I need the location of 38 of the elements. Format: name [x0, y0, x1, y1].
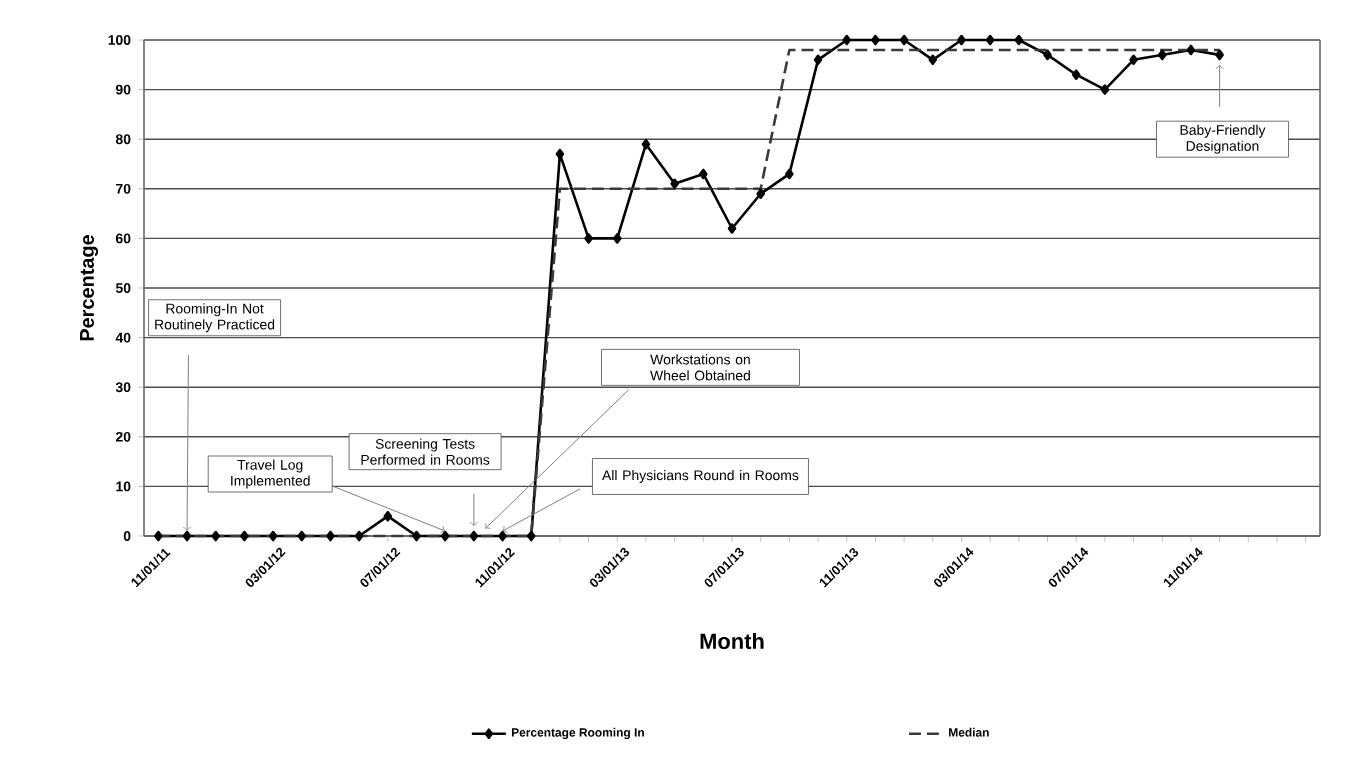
point: [641, 138, 651, 150]
point: [326, 530, 335, 542]
point: [1129, 54, 1138, 66]
point: [727, 223, 737, 234]
point: [240, 530, 249, 542]
point: [1071, 69, 1081, 80]
point: [985, 34, 995, 46]
point: [670, 178, 679, 190]
point: [297, 530, 307, 542]
point: [871, 34, 880, 46]
point: [1043, 49, 1052, 61]
point: [756, 188, 765, 200]
point: [1186, 44, 1196, 56]
point: [555, 148, 565, 160]
point: [1215, 49, 1224, 61]
point: [412, 530, 421, 542]
point: [268, 530, 278, 542]
point: [211, 530, 220, 542]
y-axis-title: Percentage: [80, 234, 99, 341]
point: [584, 233, 593, 244]
point: [699, 168, 708, 180]
point: [526, 530, 536, 542]
point: [813, 54, 823, 66]
point: [928, 54, 938, 66]
point: [1014, 34, 1024, 46]
point: [154, 530, 163, 542]
point: [354, 530, 364, 542]
point: [957, 34, 966, 46]
point: [383, 510, 393, 522]
point: [469, 530, 479, 542]
point: [1100, 84, 1110, 95]
point: [899, 34, 909, 46]
x-axis-title: Month: [700, 632, 764, 649]
point: [842, 34, 852, 46]
point: [1157, 49, 1167, 61]
point: [498, 530, 507, 542]
point: [612, 233, 622, 244]
point: [785, 168, 794, 180]
